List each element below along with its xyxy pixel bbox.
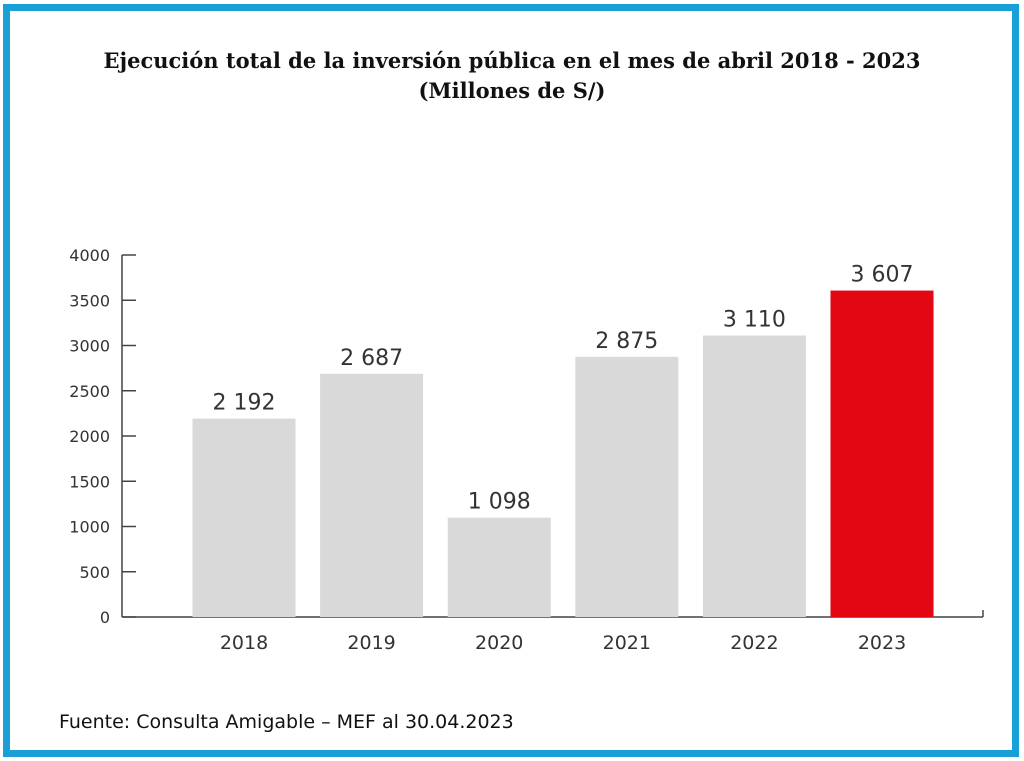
- bar: [447, 517, 551, 617]
- x-tick-label: 2020: [475, 632, 523, 654]
- bar-value-label: 3 607: [851, 263, 914, 288]
- bar-value-label: 3 110: [723, 308, 786, 333]
- x-tick-label: 2018: [220, 632, 268, 654]
- y-tick-label: 1000: [69, 518, 110, 537]
- x-tick-label: 2019: [347, 632, 395, 654]
- y-tick-label: 3500: [69, 291, 110, 310]
- y-tick-label: 0: [100, 608, 110, 627]
- chart-title: Ejecución total de la inversión pública …: [103, 48, 921, 73]
- bar: [192, 418, 296, 617]
- bar-value-label: 2 687: [340, 346, 403, 371]
- y-tick-label: 1500: [69, 472, 110, 491]
- y-tick-label: 2500: [69, 382, 110, 401]
- chart-subtitle: (Millones de S/): [418, 78, 606, 103]
- y-tick-label: 2000: [69, 427, 110, 446]
- bar-value-label: 2 875: [595, 329, 658, 354]
- bar: [830, 290, 934, 617]
- source-note: Fuente: Consulta Amigable – MEF al 30.04…: [59, 711, 514, 733]
- bar-value-label: 2 192: [213, 391, 276, 416]
- y-tick-label: 500: [79, 563, 110, 582]
- y-tick-label: 3000: [69, 337, 110, 356]
- bar: [702, 335, 806, 617]
- bar: [575, 356, 679, 617]
- bar: [320, 373, 424, 617]
- x-tick-label: 2021: [603, 632, 651, 654]
- x-tick-label: 2023: [858, 632, 906, 654]
- x-tick-label: 2022: [730, 632, 778, 654]
- bar-value-label: 1 098: [468, 490, 531, 515]
- y-tick-label: 4000: [69, 246, 110, 265]
